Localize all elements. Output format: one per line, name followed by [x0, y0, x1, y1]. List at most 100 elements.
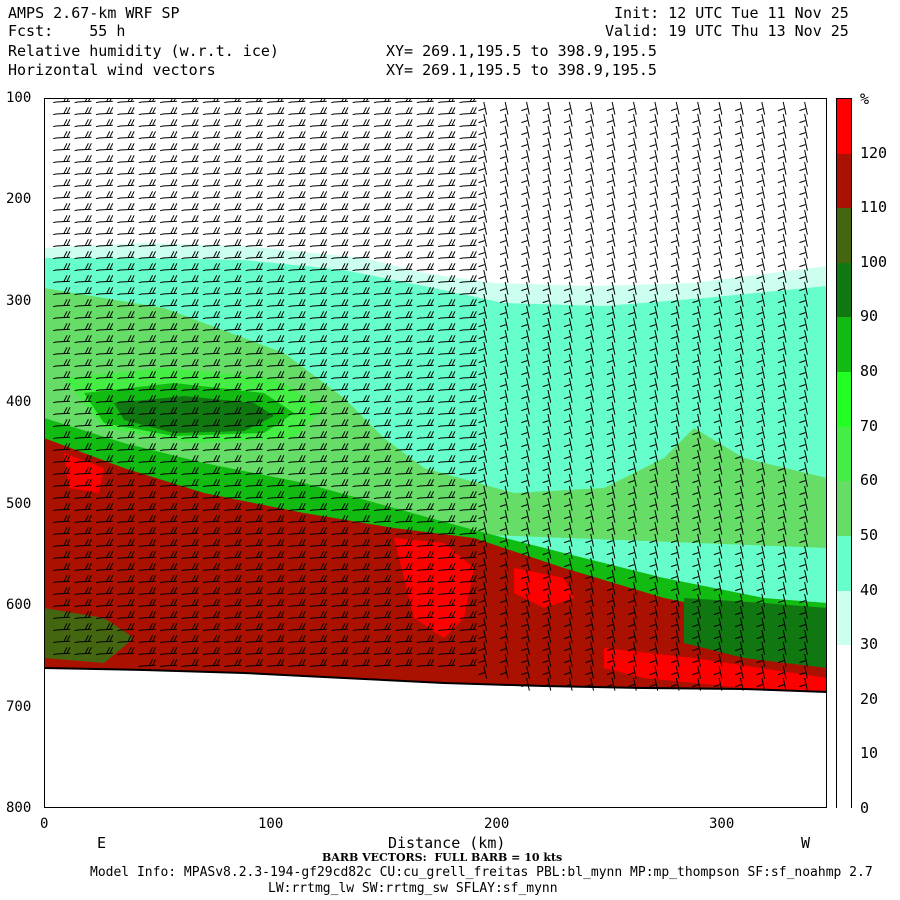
wind-barb	[692, 449, 701, 463]
wind-barb	[74, 98, 92, 104]
wind-barb	[628, 257, 637, 271]
wind-barb	[181, 299, 199, 308]
wind-barb	[735, 425, 744, 439]
wind-barb	[628, 677, 637, 691]
wind-barb	[585, 269, 595, 283]
wind-barb	[606, 269, 616, 283]
wind-barb	[266, 98, 284, 104]
wind-barb	[245, 575, 263, 584]
wind-barb	[352, 467, 370, 476]
wind-barb	[713, 641, 723, 655]
wind-barb	[331, 191, 349, 200]
wind-barb	[670, 233, 680, 247]
wind-barb	[777, 281, 787, 295]
wind-barb	[459, 155, 477, 164]
wind-barb	[670, 113, 680, 127]
wind-barb	[542, 125, 552, 139]
wind-barb	[542, 329, 552, 343]
wind-barb	[266, 419, 285, 428]
wind-barb	[756, 497, 766, 511]
wind-barb	[499, 437, 509, 451]
wind-barb	[138, 98, 156, 104]
wind-barb	[373, 311, 392, 320]
wind-barb	[438, 443, 456, 452]
wind-barb	[288, 359, 306, 368]
wind-barb	[395, 263, 413, 272]
wind-barb	[74, 503, 92, 512]
colorbar-swatch	[837, 262, 851, 318]
wind-barb	[373, 347, 392, 356]
wind-barb	[670, 377, 680, 391]
wind-barb	[628, 485, 637, 499]
wind-barb	[563, 353, 573, 367]
wind-barb	[499, 353, 509, 367]
wind-barb	[713, 677, 723, 691]
wind-barb	[521, 545, 530, 559]
wind-barb	[692, 245, 701, 259]
wind-barb	[352, 191, 370, 200]
wind-barb	[799, 341, 808, 355]
wind-barb	[799, 305, 808, 319]
wind-barb	[373, 551, 392, 560]
wind-barb	[756, 653, 766, 667]
wind-barb	[777, 257, 787, 271]
wind-barb	[416, 287, 435, 296]
wind-barb	[138, 155, 157, 164]
wind-barb	[799, 137, 808, 151]
wind-barb	[649, 629, 659, 643]
wind-barb	[160, 275, 178, 284]
wind-barb	[331, 203, 349, 212]
wind-barb	[373, 515, 392, 524]
wind-barb	[735, 341, 744, 355]
wind-barb	[74, 227, 92, 236]
wind-barb	[117, 551, 135, 560]
wind-barb	[288, 455, 306, 464]
wind-barb	[628, 509, 637, 523]
wind-barb	[606, 365, 616, 379]
wind-barb	[352, 311, 370, 320]
wind-barb	[713, 305, 723, 319]
wind-barb	[542, 593, 552, 607]
wind-barb	[499, 113, 509, 127]
wind-barb	[542, 149, 552, 163]
wind-barb	[756, 317, 766, 331]
wind-barb	[352, 359, 370, 368]
wind-barb	[416, 275, 435, 284]
wind-barb	[459, 443, 477, 452]
wind-barb	[224, 167, 242, 176]
wind-barb	[331, 551, 349, 560]
xy-range-2: XY= 269.1,195.5 to 398.9,195.5	[386, 61, 657, 79]
wind-barb	[202, 419, 221, 428]
wind-barb	[628, 365, 637, 379]
wind-barb	[438, 551, 456, 560]
wind-barb	[628, 653, 637, 667]
wind-barb	[563, 557, 573, 571]
wind-barb	[563, 245, 573, 259]
wind-barb	[224, 107, 242, 116]
wind-barb	[521, 617, 530, 631]
wind-barb	[777, 581, 787, 595]
wind-barb	[478, 281, 488, 295]
wind-barb	[331, 479, 349, 488]
wind-barb	[138, 431, 157, 440]
wind-barb	[478, 161, 488, 175]
wind-barb	[670, 149, 680, 163]
wind-barb	[117, 395, 135, 404]
wind-barb	[628, 425, 637, 439]
wind-barb	[331, 575, 349, 584]
wind-barb	[181, 587, 199, 596]
wind-barb	[585, 281, 595, 295]
wind-barb	[395, 611, 413, 620]
wind-barb	[628, 341, 637, 355]
wind-barb	[499, 425, 509, 439]
wind-barb	[649, 509, 659, 523]
wind-barb	[606, 245, 616, 259]
wind-barb	[117, 335, 135, 344]
wind-barb	[395, 419, 413, 428]
wind-barb	[606, 233, 616, 247]
direction-east: E	[97, 834, 107, 852]
wind-barb	[181, 179, 199, 188]
wind-barb	[799, 125, 808, 139]
wind-barb	[288, 323, 306, 332]
wind-barb	[53, 107, 71, 116]
